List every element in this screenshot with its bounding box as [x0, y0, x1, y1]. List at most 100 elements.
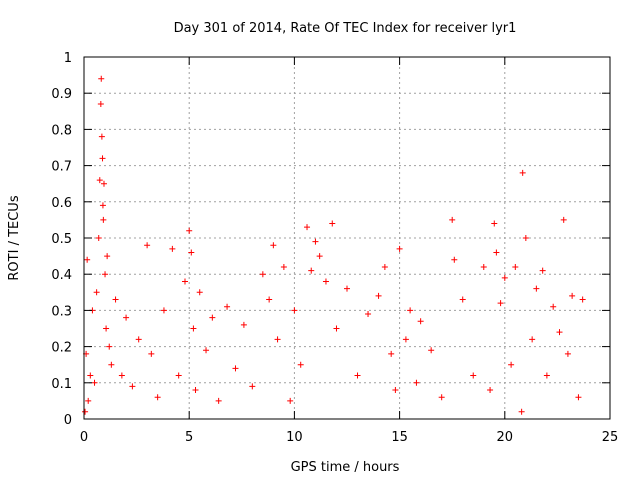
- data-point: [459, 296, 466, 303]
- data-point: [308, 267, 315, 274]
- data-point: [192, 387, 199, 394]
- data-point: [93, 289, 100, 296]
- data-point: [491, 220, 498, 227]
- data-point: [215, 397, 222, 404]
- data-point: [291, 307, 298, 314]
- data-point: [501, 274, 508, 281]
- data-point: [543, 372, 550, 379]
- data-point: [240, 321, 247, 328]
- y-tick-label: 0.8: [51, 123, 72, 138]
- data-points: [82, 75, 586, 415]
- y-tick-label: 0.4: [51, 268, 72, 283]
- grid-lines: [84, 57, 610, 419]
- x-tick-label: 10: [286, 430, 303, 445]
- data-point: [539, 267, 546, 274]
- data-point: [144, 242, 151, 249]
- data-point: [102, 271, 109, 278]
- data-point: [497, 300, 504, 307]
- data-point: [354, 372, 361, 379]
- data-point: [529, 336, 536, 343]
- data-point: [522, 235, 529, 241]
- data-point: [365, 311, 372, 318]
- data-point: [203, 347, 210, 354]
- data-point: [556, 329, 563, 336]
- data-point: [98, 133, 105, 140]
- data-point: [396, 245, 403, 252]
- data-point: [312, 238, 319, 245]
- data-point: [118, 372, 125, 379]
- y-axis-label: ROTI / TECUs: [7, 195, 22, 280]
- data-point: [99, 202, 106, 209]
- x-tick-label: 25: [602, 430, 619, 445]
- data-point: [249, 383, 256, 390]
- data-point: [100, 216, 107, 223]
- data-point: [232, 365, 239, 372]
- data-point: [129, 383, 136, 390]
- chart-title: Day 301 of 2014, Rate Of TEC Index for r…: [174, 21, 517, 36]
- data-point: [533, 285, 540, 292]
- data-point: [108, 361, 115, 368]
- data-point: [175, 372, 182, 379]
- y-tick-label: 0.6: [51, 196, 72, 211]
- data-point: [106, 343, 113, 350]
- data-point: [375, 292, 382, 299]
- data-point: [402, 336, 409, 343]
- data-point: [91, 379, 98, 386]
- data-point: [417, 318, 424, 325]
- data-point: [451, 256, 458, 263]
- data-point: [392, 387, 399, 394]
- data-point: [95, 235, 102, 241]
- data-point: [99, 155, 106, 162]
- y-tick-label: 1: [64, 51, 72, 66]
- data-point: [160, 307, 167, 314]
- data-point: [569, 292, 576, 299]
- data-point: [181, 278, 188, 285]
- data-point: [518, 408, 525, 415]
- data-point: [304, 224, 311, 231]
- data-point: [84, 256, 91, 263]
- data-point: [333, 325, 340, 332]
- plot-frame: [83, 56, 611, 420]
- data-point: [487, 387, 494, 394]
- data-point: [274, 336, 281, 343]
- y-tick-label: 0: [64, 413, 72, 428]
- data-point: [449, 216, 456, 223]
- data-point: [188, 249, 195, 256]
- data-point: [297, 361, 304, 368]
- data-point: [344, 285, 350, 292]
- data-point: [287, 397, 294, 404]
- data-point: [224, 303, 231, 310]
- data-point: [438, 394, 445, 401]
- data-point: [407, 307, 414, 314]
- data-point: [123, 314, 130, 321]
- data-point: [148, 350, 155, 357]
- data-point: [550, 303, 557, 310]
- data-point: [135, 336, 142, 343]
- x-tick-label: 15: [391, 430, 408, 445]
- data-point: [98, 75, 105, 82]
- data-point: [329, 220, 336, 227]
- data-point: [96, 177, 103, 184]
- data-point: [186, 227, 193, 234]
- y-tick-label: 0.7: [51, 160, 72, 175]
- data-point: [575, 394, 582, 401]
- data-point: [493, 249, 500, 256]
- data-point: [316, 253, 323, 260]
- y-tick-label: 0.9: [51, 87, 72, 102]
- x-tick-label: 20: [497, 430, 514, 445]
- data-point: [103, 325, 110, 332]
- data-point: [480, 263, 487, 270]
- data-point: [87, 372, 94, 379]
- data-point: [512, 263, 519, 270]
- data-point: [322, 278, 329, 285]
- data-point: [470, 372, 477, 379]
- x-axis-label: GPS time / hours: [291, 460, 400, 475]
- data-point: [104, 253, 111, 260]
- data-point: [381, 263, 388, 270]
- data-point: [428, 347, 435, 354]
- data-point: [280, 263, 287, 270]
- data-point: [154, 394, 161, 401]
- data-point: [259, 271, 266, 278]
- y-tick-label: 0.3: [51, 304, 72, 319]
